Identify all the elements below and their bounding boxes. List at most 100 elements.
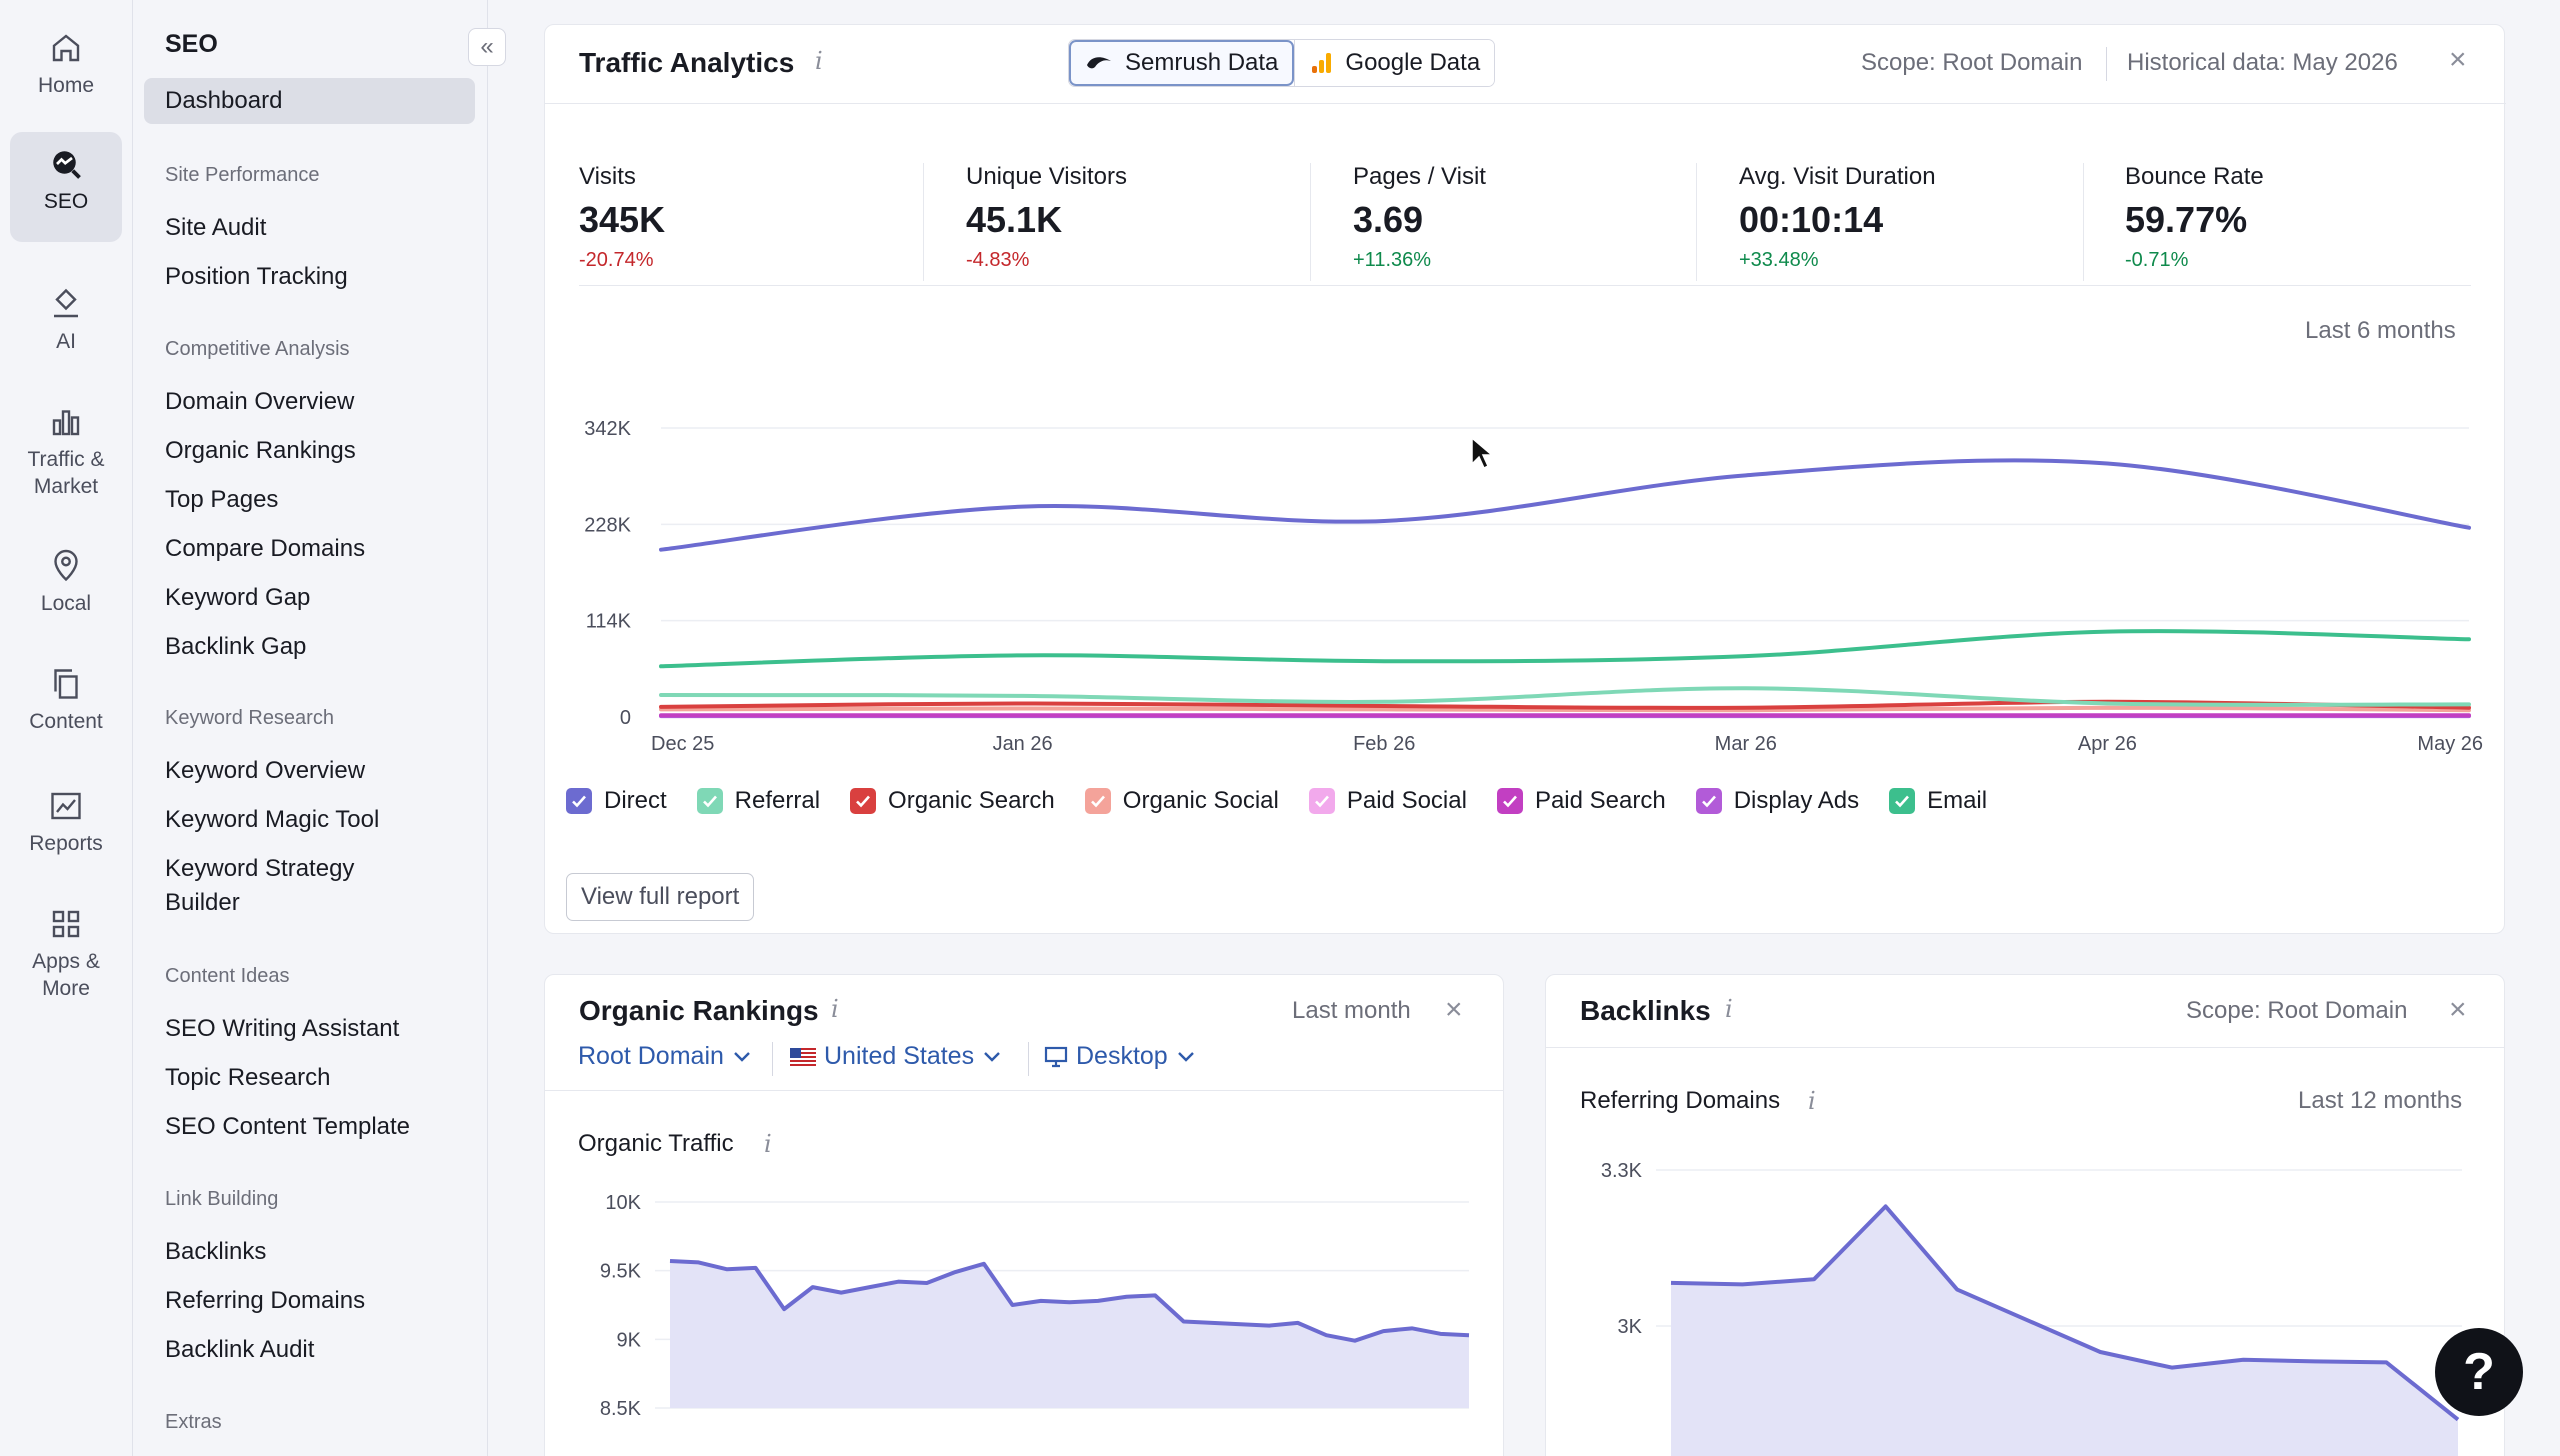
semrush-data-label: Semrush Data [1125, 49, 1279, 76]
metric-label: Unique Visitors [966, 163, 1127, 190]
rail-apps-more[interactable]: Apps & More [10, 906, 122, 1016]
nav-item-keyword-strategy-builder[interactable]: Keyword Strategy Builder [165, 855, 355, 916]
series-line-email[interactable] [659, 629, 2471, 669]
rail-reports[interactable]: Reports [10, 788, 122, 874]
rail-local[interactable]: Local [10, 548, 122, 634]
legend-item-direct[interactable]: Direct [566, 787, 667, 815]
nav-item-backlink-gap[interactable]: Backlink Gap [165, 633, 307, 660]
area-fill [1671, 1206, 2458, 1456]
legend-item-referral[interactable]: Referral [696, 787, 820, 815]
semrush-data-tab[interactable]: Semrush Data [1069, 40, 1295, 86]
checkbox-checked-icon[interactable] [1496, 788, 1523, 814]
nav-section-extras: Extras [165, 1411, 222, 1433]
traffic-info-icon[interactable]: i [815, 47, 823, 75]
device-label: Desktop [1076, 1042, 1168, 1070]
rail-traffic-label: Traffic & Market [27, 448, 105, 498]
close-traffic-card-icon[interactable]: × [2449, 43, 2467, 76]
checkbox-checked-icon[interactable] [1084, 788, 1111, 814]
backlinks-scope: Scope: Root Domain [2186, 997, 2408, 1024]
rail-seo[interactable]: SEO [10, 132, 122, 242]
chevron-down-icon [984, 1051, 1000, 1062]
root-domain-dropdown[interactable]: Root Domain [578, 1042, 752, 1071]
checkbox-checked-icon[interactable] [1695, 788, 1722, 814]
nav-item-seo-writing-assistant[interactable]: SEO Writing Assistant [165, 1015, 400, 1042]
metric-label: Avg. Visit Duration [1739, 163, 1936, 190]
organic-period: Last month [1292, 997, 1411, 1024]
device-dropdown[interactable]: Desktop [1044, 1042, 1196, 1071]
rail-content[interactable]: Content [10, 666, 122, 752]
nav-item-compare-domains[interactable]: Compare Domains [165, 535, 366, 562]
root-domain-label: Root Domain [578, 1042, 724, 1070]
close-organic-card-icon[interactable]: × [1445, 993, 1463, 1026]
google-data-tab[interactable]: Google Data [1294, 40, 1495, 86]
nav-item-organic-rankings[interactable]: Organic Rankings [165, 437, 356, 464]
series-line-organic-search[interactable] [659, 699, 2471, 710]
country-dropdown[interactable]: United States [790, 1042, 1002, 1071]
nav-item-keyword-magic-tool[interactable]: Keyword Magic Tool [165, 806, 380, 833]
checkbox-checked-icon[interactable] [1308, 788, 1335, 814]
legend-label: Paid Search [1534, 787, 1666, 814]
nav-item-backlinks[interactable]: Backlinks [165, 1238, 267, 1265]
dropdown-separator [772, 1042, 773, 1076]
metric-delta: -0.71% [2125, 249, 2189, 271]
nav-item-keyword-overview[interactable]: Keyword Overview [165, 757, 366, 784]
organic-info-icon[interactable]: i [831, 995, 839, 1023]
nav-item-topic-research[interactable]: Topic Research [165, 1064, 331, 1091]
y-tick-label: 3.3K [1601, 1160, 1643, 1182]
metric-separator [2083, 163, 2084, 281]
legend-label: Paid Social [1346, 787, 1467, 814]
referring-domains-info-icon[interactable]: i [1808, 1087, 1816, 1115]
x-tick-label: Dec 25 [651, 733, 714, 755]
x-tick-label: Apr 26 [2078, 733, 2137, 755]
area-line[interactable] [1670, 1204, 2460, 1422]
series-line-organic-social[interactable] [659, 705, 2471, 713]
collapse-sidebar-button[interactable]: « [468, 28, 506, 66]
view-full-report-button[interactable]: View full report [566, 873, 755, 921]
rail-home-label: Home [37, 74, 95, 97]
rail-reports-label: Reports [29, 832, 103, 855]
y-tick-label: 9K [617, 1329, 642, 1351]
nav-item-referring-domains[interactable]: Referring Domains [165, 1287, 366, 1314]
metric-unique-visitors: Unique Visitors 45.1K -4.83% [966, 163, 1127, 272]
checkbox-checked-icon[interactable] [1889, 788, 1916, 814]
rail-traffic-market[interactable]: Traffic & Market [10, 404, 122, 514]
nav-item-site-audit[interactable]: Site Audit [165, 214, 267, 241]
nav-item-backlink-audit[interactable]: Backlink Audit [165, 1336, 315, 1363]
nav-section-site-performance: Site Performance [165, 164, 320, 186]
referring-domains-area-chart: 3.3K 3K [1601, 1160, 2462, 1456]
nav-item-dashboard[interactable]: Dashboard [144, 78, 475, 124]
checkbox-checked-icon[interactable] [566, 788, 592, 814]
organic-traffic-info-icon[interactable]: i [764, 1130, 772, 1158]
chevron-down-icon [1177, 1051, 1194, 1062]
legend-item-organic-search[interactable]: Organic Search [850, 787, 1055, 815]
metric-value: 59.77% [2125, 199, 2248, 240]
nav-item-keyword-gap[interactable]: Keyword Gap [165, 584, 311, 611]
legend-item-display-ads[interactable]: Display Ads [1695, 787, 1859, 815]
checkbox-checked-icon[interactable] [850, 788, 877, 814]
help-button[interactable]: ? [2435, 1328, 2523, 1416]
legend-item-paid-social[interactable]: Paid Social [1308, 787, 1467, 815]
nav-item-top-pages[interactable]: Top Pages [165, 486, 279, 513]
rail-home[interactable]: Home [10, 30, 122, 116]
series-line-direct[interactable] [659, 458, 2471, 552]
organic-header-divider [545, 1090, 1503, 1091]
checkbox-checked-icon[interactable] [696, 788, 723, 814]
traffic-line-chart: 342K 228K 114K 0 Dec 25 Jan 26 Feb 26 Mar 26 Apr… [584, 418, 2483, 755]
area-line[interactable] [669, 1259, 1470, 1343]
nav-item-domain-overview[interactable]: Domain Overview [165, 388, 355, 415]
legend-item-email[interactable]: Email [1889, 787, 1987, 815]
icon-rail: Home SEO AI Traffic & Market Local Conte… [0, 0, 133, 1456]
nav-item-position-tracking[interactable]: Position Tracking [165, 263, 348, 290]
organic-traffic-area-chart: 10K 9.5K 9K 8.5K [600, 1192, 1470, 1420]
rail-ai[interactable]: AI [10, 286, 122, 372]
backlinks-info-icon[interactable]: i [1725, 995, 1733, 1023]
legend-item-paid-search[interactable]: Paid Search [1496, 787, 1666, 815]
traffic-scope: Scope: Root Domain [1861, 49, 2083, 76]
close-backlinks-card-icon[interactable]: × [2449, 993, 2467, 1026]
legend-item-organic-social[interactable]: Organic Social [1084, 787, 1279, 815]
historical-data[interactable]: Historical data: May 2026 [2127, 49, 2398, 76]
nav-item-seo-content-template[interactable]: SEO Content Template [165, 1113, 411, 1140]
series-line-referral[interactable] [659, 686, 2471, 707]
rail-ai-label: AI [56, 330, 76, 353]
metric-delta: -20.74% [579, 249, 654, 271]
